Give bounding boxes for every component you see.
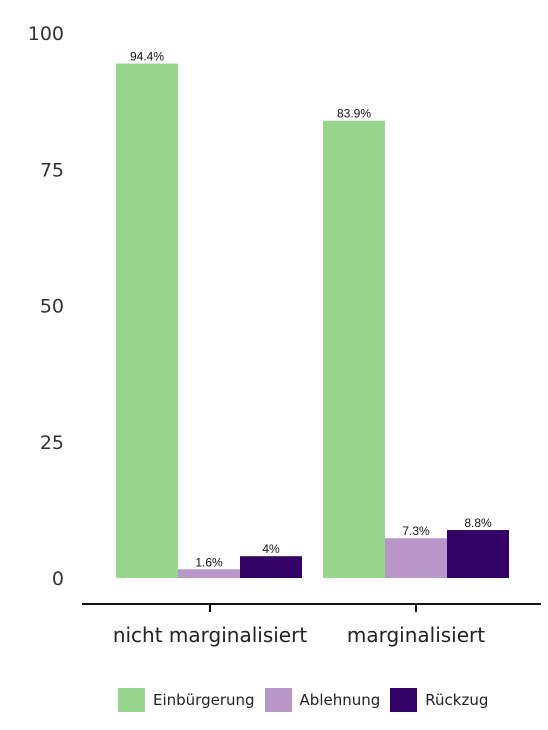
y-tick-label-4: 100 — [28, 23, 64, 45]
data-label-1-1: 7.3% — [402, 524, 430, 538]
y-tick-label-1: 25 — [40, 432, 64, 454]
data-labels: 94.4% 83.9% 1.6% 7.3% 4% 8.8% — [130, 50, 492, 570]
legend-item-einbuergerung: Einbürgerung — [118, 688, 255, 712]
legend-swatch-rueckzug — [390, 688, 418, 712]
data-label-0-0: 94.4% — [130, 50, 164, 64]
data-label-2-1: 8.8% — [464, 516, 492, 530]
legend-item-rueckzug: Rückzug — [390, 688, 488, 712]
legend-swatch-ablehnung — [264, 688, 292, 712]
y-tick-label-3: 75 — [40, 159, 64, 181]
data-label-1-0: 1.6% — [195, 555, 223, 569]
legend-label-ablehnung: Ablehnung — [299, 691, 381, 709]
x-tick-label-0: nicht marginalisiert — [113, 623, 308, 647]
bar-2-1 — [447, 530, 509, 578]
bar-0-1 — [323, 120, 385, 579]
bars — [116, 63, 509, 579]
y-tick-label-2: 50 — [40, 296, 64, 318]
x-axis: nicht marginalisiert marginalisiert — [113, 604, 485, 647]
x-tick-label-1: marginalisiert — [347, 623, 485, 647]
legend-swatch-einbuergerung — [118, 688, 145, 712]
legend-label-einbuergerung: Einbürgerung — [153, 691, 255, 709]
legend: Einbürgerung Ablehnung Rückzug — [118, 688, 498, 712]
legend-item-ablehnung: Ablehnung — [264, 688, 381, 712]
bar-1-1 — [385, 538, 447, 578]
data-label-2-0: 4% — [262, 542, 280, 556]
legend-label-rueckzug: Rückzug — [425, 691, 489, 709]
y-tick-label-0: 0 — [52, 568, 64, 590]
y-axis: 0 25 50 75 100 — [28, 23, 64, 590]
bar-0-0 — [116, 63, 178, 578]
bar-1-0 — [178, 569, 240, 578]
data-label-0-1: 83.9% — [337, 107, 371, 121]
bar-2-0 — [240, 556, 302, 578]
